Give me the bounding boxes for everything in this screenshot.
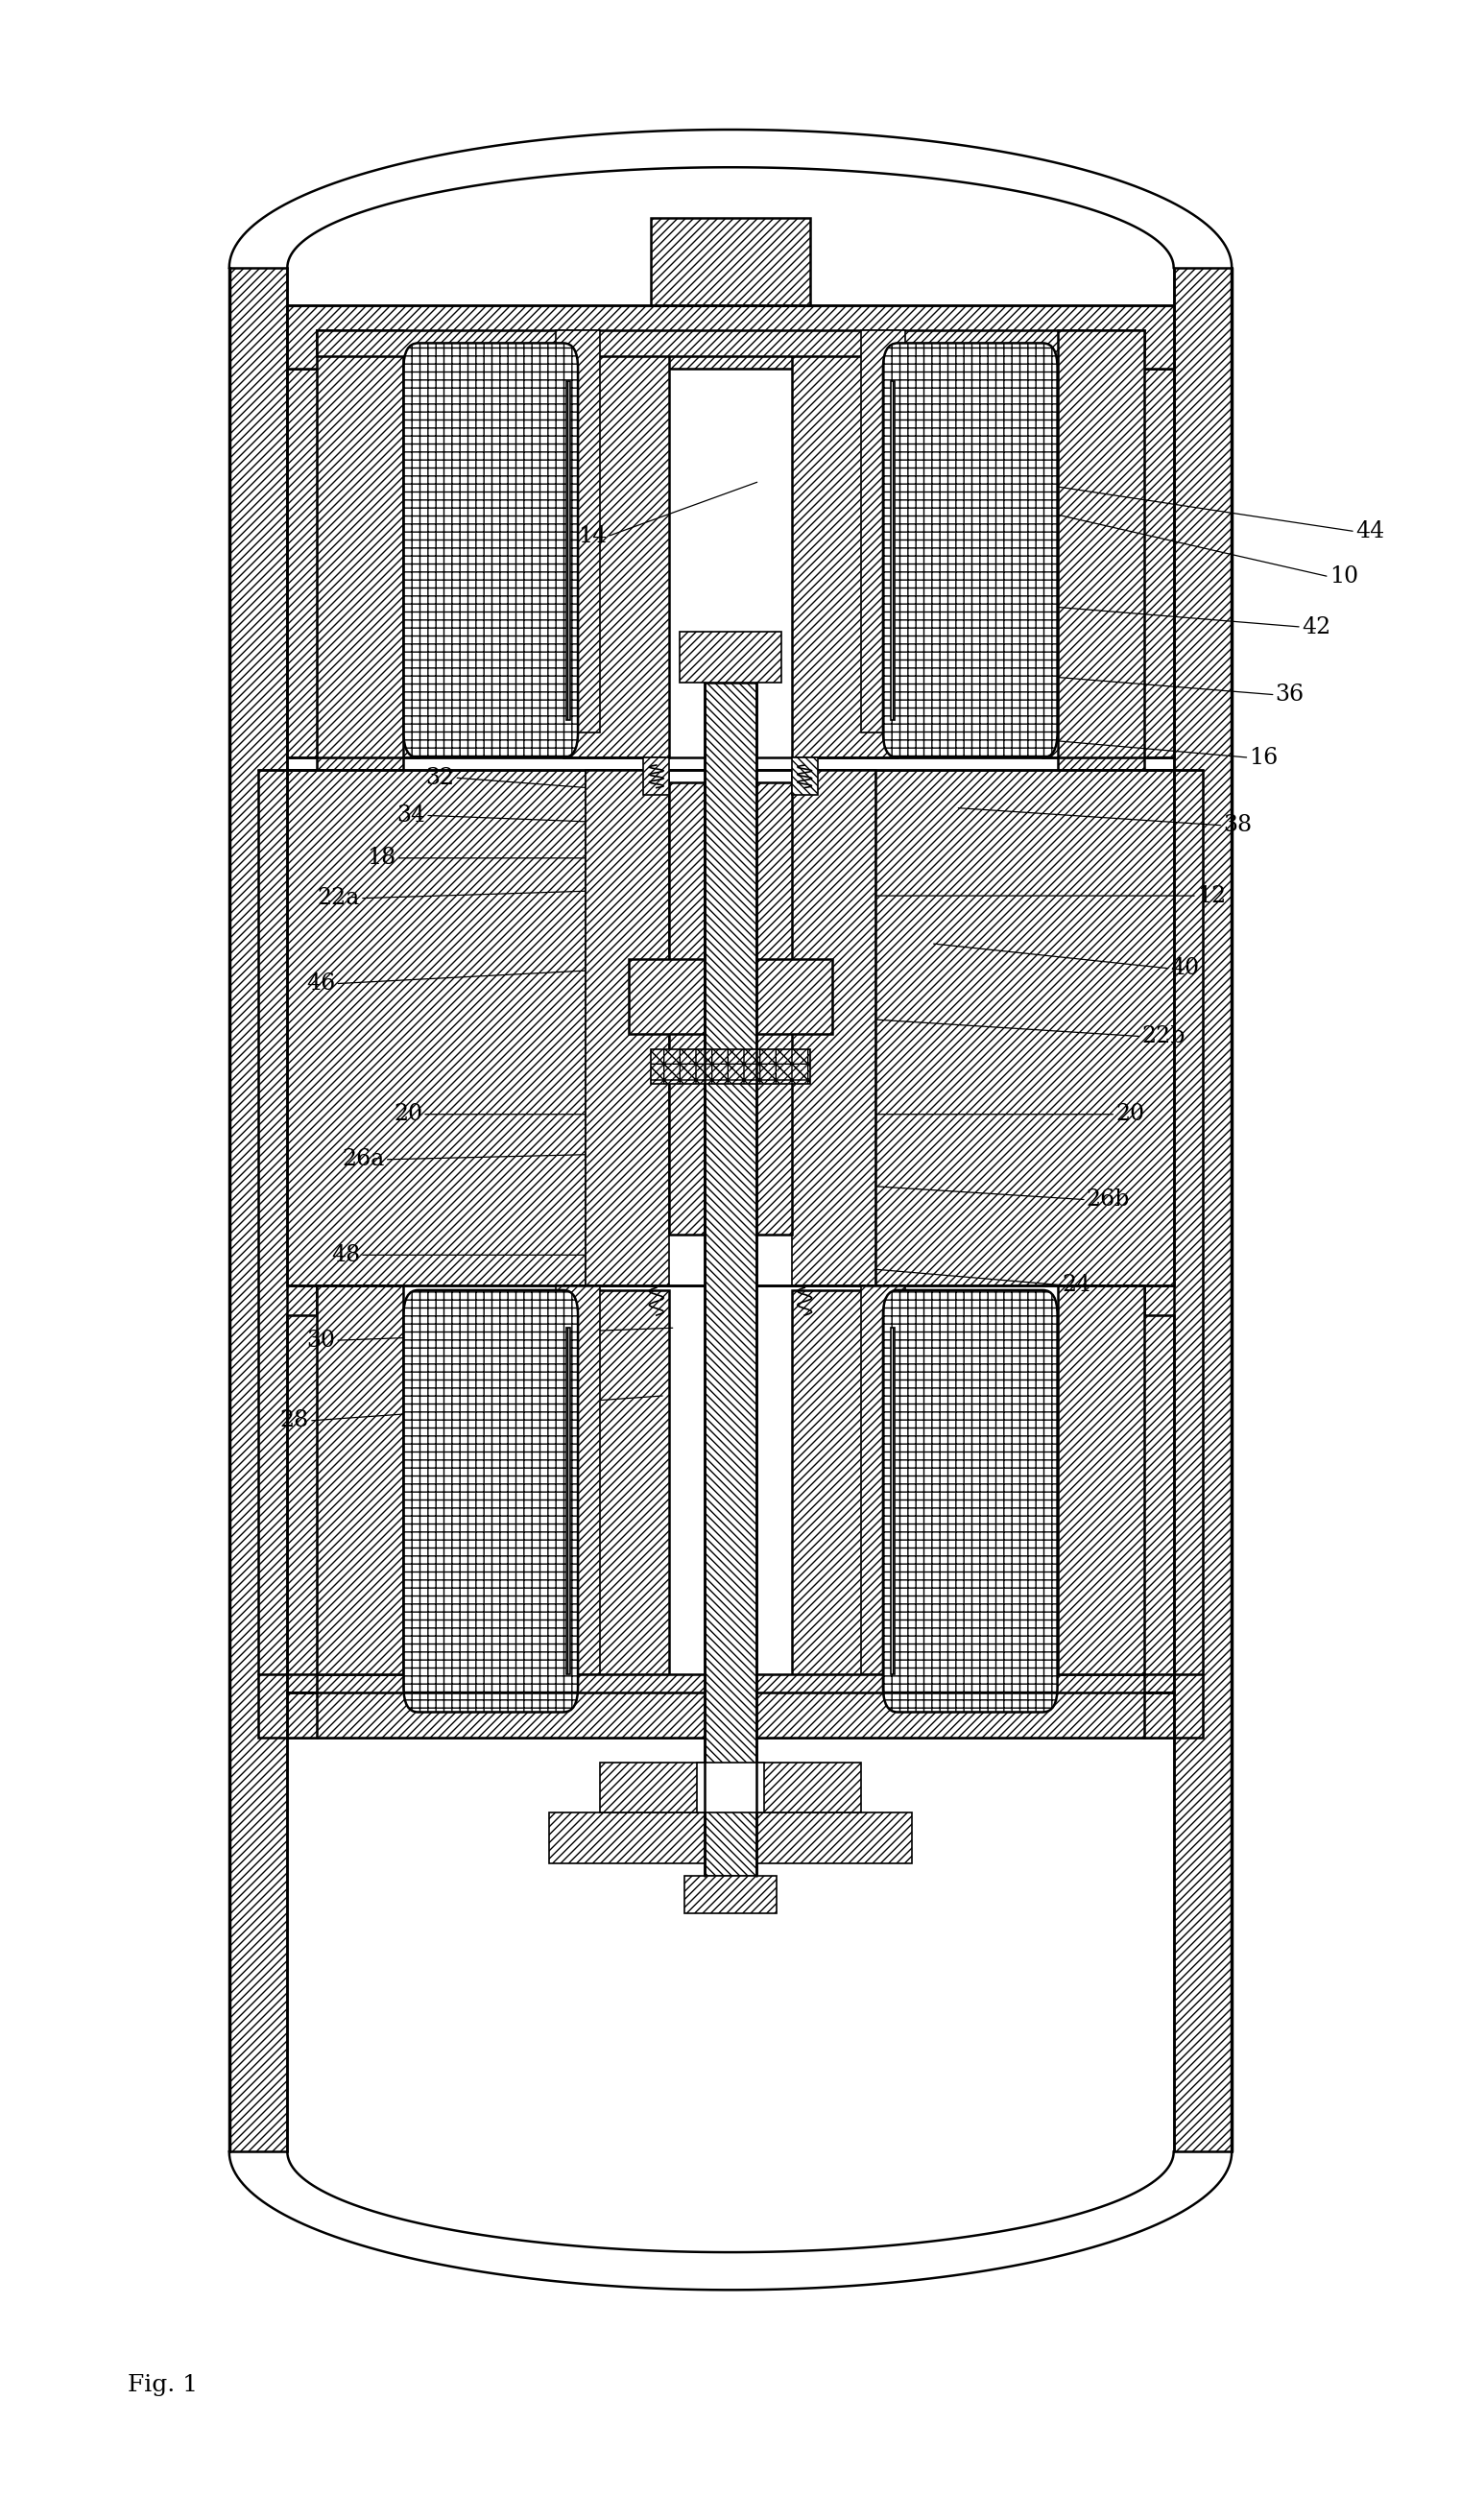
Polygon shape bbox=[669, 784, 792, 1235]
Polygon shape bbox=[643, 759, 669, 796]
Text: 22b: 22b bbox=[1141, 1026, 1185, 1048]
Polygon shape bbox=[890, 381, 894, 721]
Polygon shape bbox=[564, 1290, 669, 1691]
Polygon shape bbox=[1058, 1285, 1144, 1673]
Text: 24: 24 bbox=[1062, 1275, 1091, 1295]
Polygon shape bbox=[567, 1328, 571, 1673]
Polygon shape bbox=[704, 958, 757, 1033]
Text: 46: 46 bbox=[307, 973, 335, 995]
Text: 10: 10 bbox=[1330, 564, 1359, 587]
Text: 18: 18 bbox=[367, 847, 396, 869]
Text: 16: 16 bbox=[1249, 746, 1278, 769]
Polygon shape bbox=[704, 683, 757, 1875]
Polygon shape bbox=[259, 771, 317, 1736]
Polygon shape bbox=[862, 1285, 904, 1673]
Polygon shape bbox=[1058, 330, 1144, 771]
Polygon shape bbox=[1043, 368, 1173, 759]
Text: 26b: 26b bbox=[1087, 1189, 1129, 1210]
Text: 26a: 26a bbox=[342, 1149, 384, 1172]
Polygon shape bbox=[288, 771, 1173, 1285]
Text: 38: 38 bbox=[1223, 814, 1252, 837]
Text: Fig. 1: Fig. 1 bbox=[127, 2374, 197, 2397]
Text: 48: 48 bbox=[332, 1245, 359, 1265]
Polygon shape bbox=[792, 771, 875, 1285]
Polygon shape bbox=[288, 1315, 418, 1691]
Polygon shape bbox=[567, 381, 571, 721]
Polygon shape bbox=[862, 330, 904, 733]
Text: 12: 12 bbox=[1197, 885, 1226, 907]
Polygon shape bbox=[586, 771, 669, 1285]
Text: 44: 44 bbox=[1356, 522, 1385, 542]
Polygon shape bbox=[288, 1691, 1173, 1736]
Text: 34: 34 bbox=[396, 804, 425, 827]
Polygon shape bbox=[317, 330, 1144, 355]
Text: 20: 20 bbox=[393, 1104, 422, 1126]
Polygon shape bbox=[599, 1761, 862, 1812]
FancyBboxPatch shape bbox=[403, 343, 579, 759]
Polygon shape bbox=[697, 1761, 764, 1812]
Text: 28: 28 bbox=[281, 1409, 310, 1431]
Polygon shape bbox=[586, 771, 875, 1285]
Polygon shape bbox=[650, 1048, 811, 1084]
FancyBboxPatch shape bbox=[403, 1290, 579, 1711]
Polygon shape bbox=[792, 759, 818, 796]
FancyBboxPatch shape bbox=[882, 1290, 1058, 1711]
Text: 20: 20 bbox=[1116, 1104, 1144, 1126]
Polygon shape bbox=[317, 1285, 403, 1673]
Text: 42: 42 bbox=[1302, 615, 1331, 638]
Polygon shape bbox=[684, 1875, 777, 1913]
Polygon shape bbox=[628, 958, 833, 1033]
Polygon shape bbox=[679, 633, 782, 683]
Polygon shape bbox=[1043, 1315, 1173, 1691]
Polygon shape bbox=[1173, 267, 1232, 2152]
Polygon shape bbox=[317, 1673, 1144, 1736]
Polygon shape bbox=[288, 368, 418, 759]
Text: 36: 36 bbox=[1275, 683, 1305, 706]
Text: 32: 32 bbox=[425, 766, 454, 789]
Polygon shape bbox=[890, 1328, 894, 1673]
Polygon shape bbox=[317, 330, 403, 771]
Text: 40: 40 bbox=[1170, 958, 1199, 980]
Polygon shape bbox=[792, 1290, 897, 1691]
Polygon shape bbox=[288, 305, 1173, 368]
Polygon shape bbox=[549, 1812, 912, 1862]
Polygon shape bbox=[557, 1285, 599, 1673]
Text: 30: 30 bbox=[307, 1331, 335, 1351]
FancyBboxPatch shape bbox=[882, 343, 1058, 759]
Polygon shape bbox=[650, 217, 811, 305]
Text: 22a: 22a bbox=[317, 887, 359, 910]
Polygon shape bbox=[792, 343, 897, 759]
Polygon shape bbox=[229, 267, 288, 2152]
Polygon shape bbox=[564, 343, 669, 759]
Text: 14: 14 bbox=[579, 527, 606, 547]
Polygon shape bbox=[557, 330, 599, 733]
Polygon shape bbox=[1144, 771, 1202, 1736]
